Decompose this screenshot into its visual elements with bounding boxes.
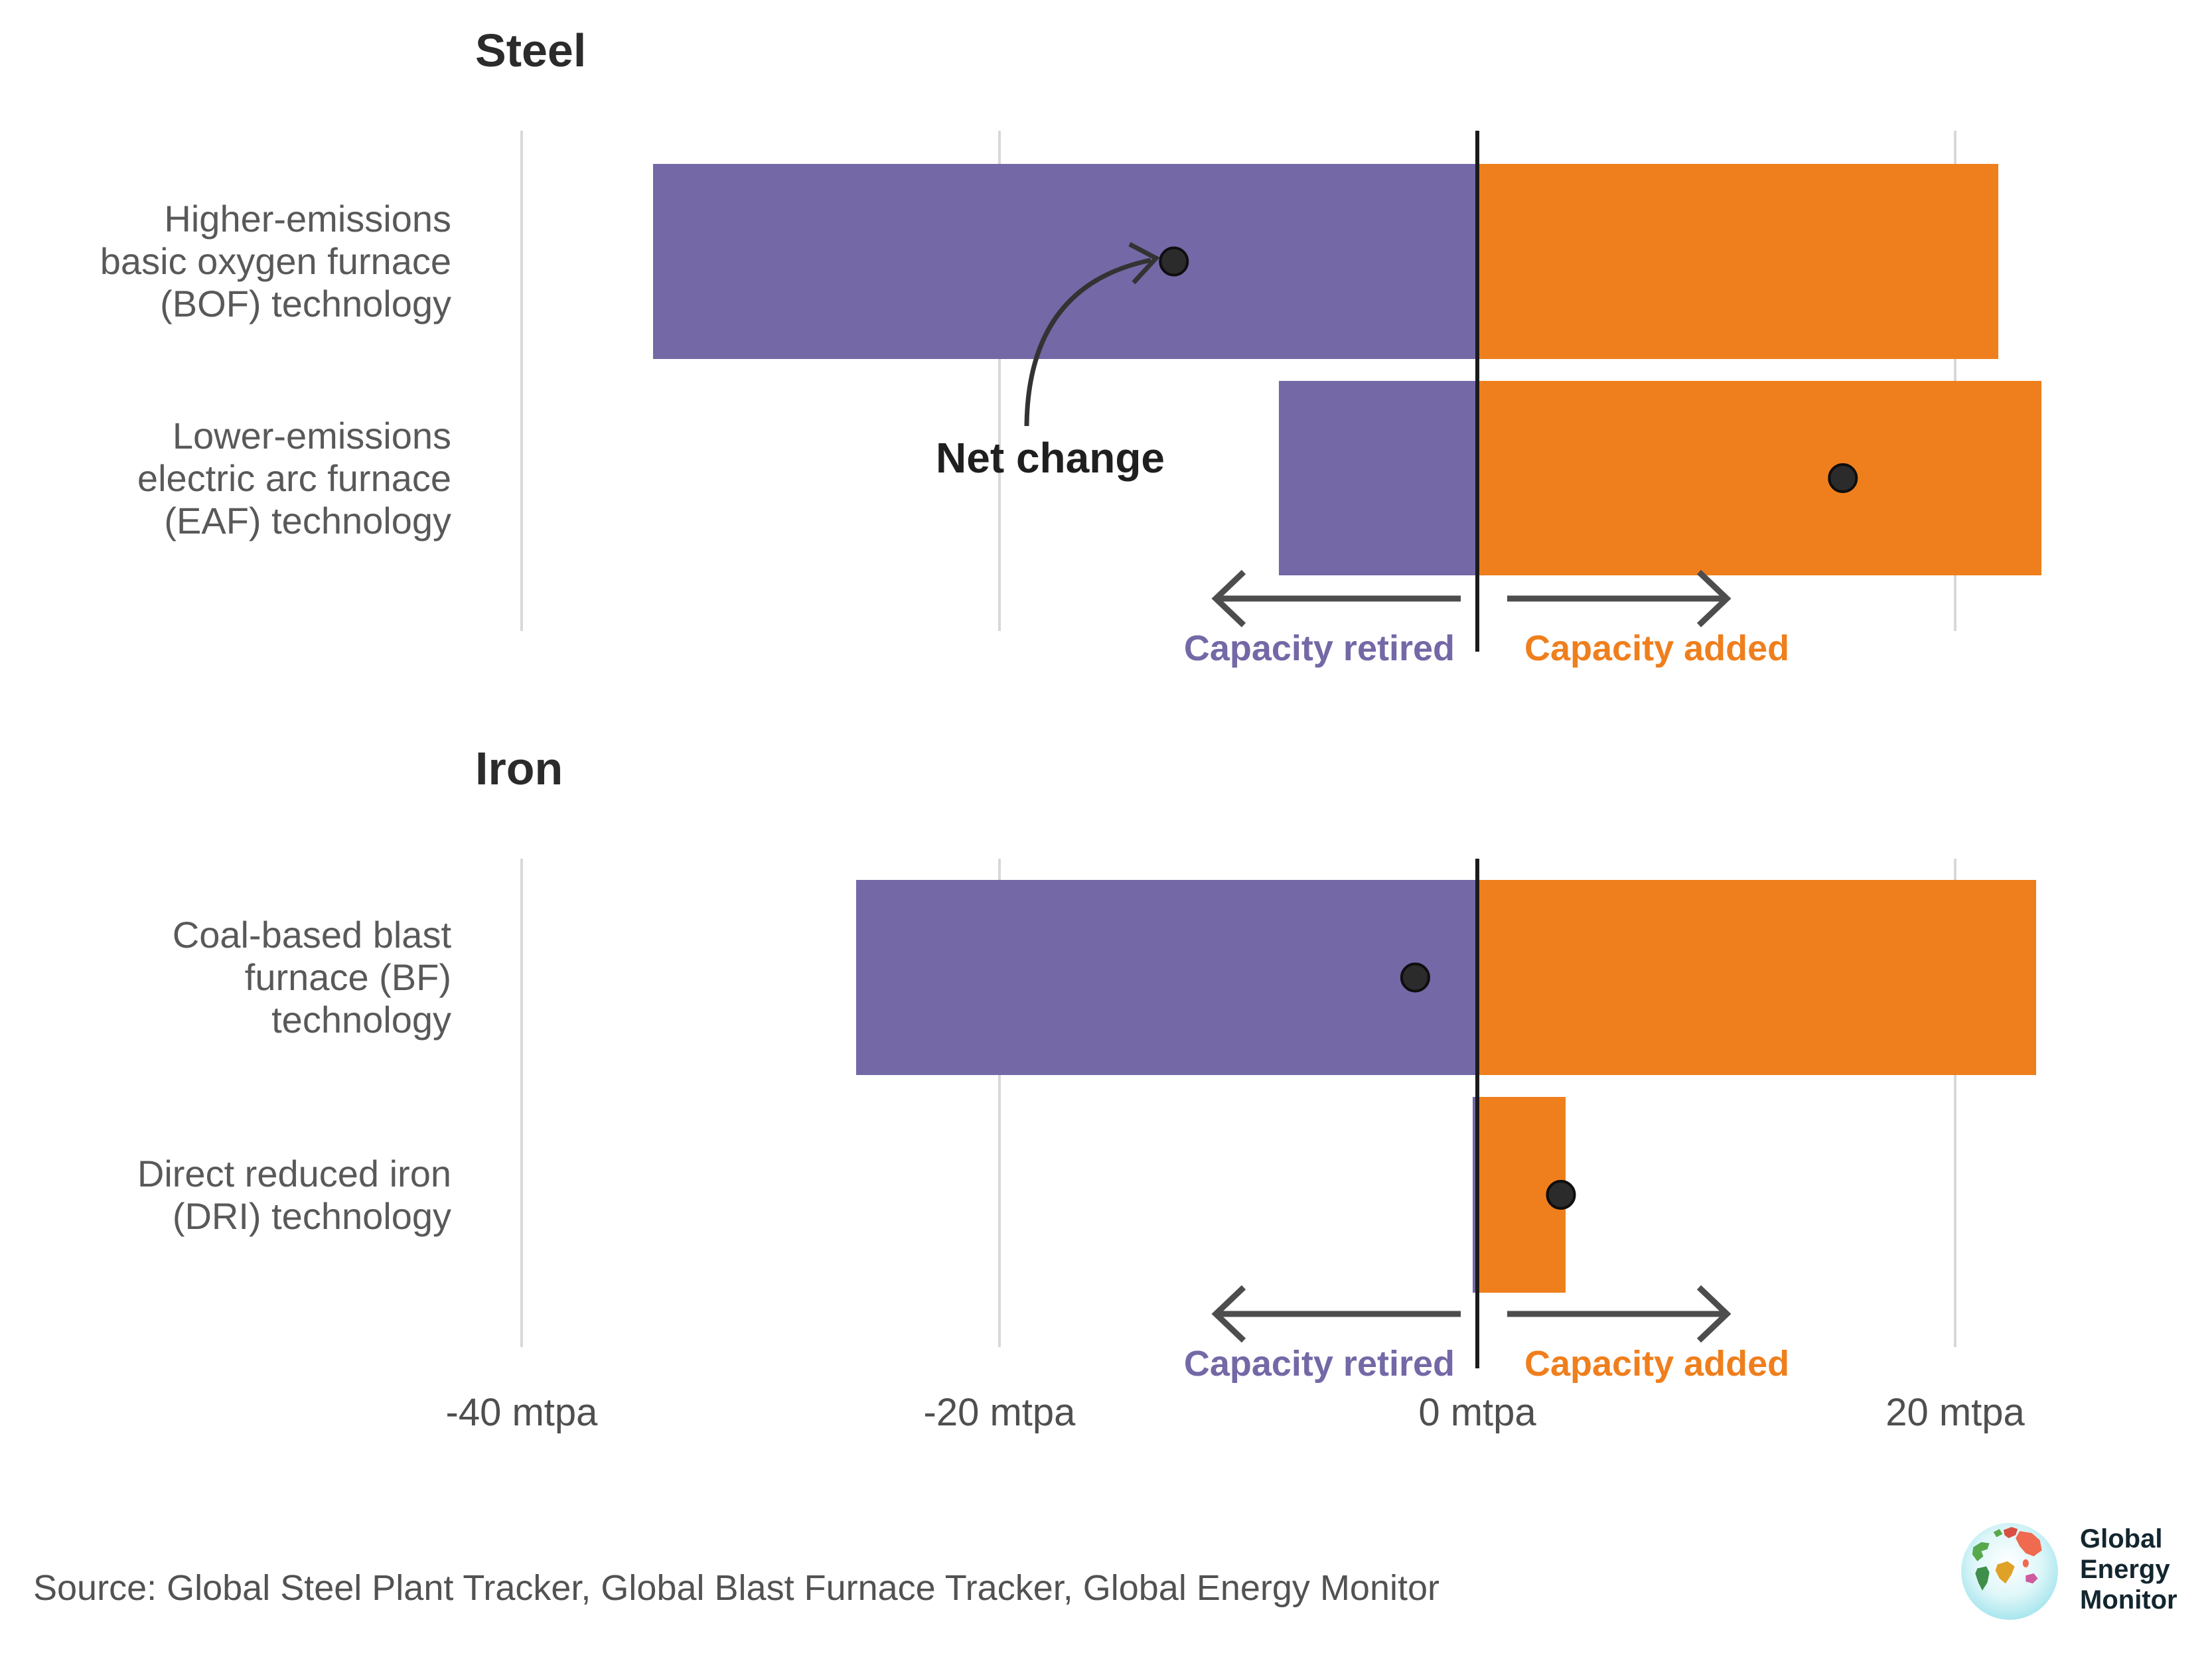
category-label-line: Coal-based blast — [172, 914, 451, 956]
bar-retired — [653, 164, 1477, 359]
bar-added — [1477, 1097, 1566, 1293]
gem-logo: Global Energy Monitor — [1959, 1520, 2177, 1623]
capacity-retired-label: Capacity retired — [1183, 628, 1455, 668]
axis-tick-label: -20 mtpa — [923, 1391, 1076, 1434]
net-change-annotation-label: Net change — [936, 434, 1165, 482]
bar-added — [1477, 164, 1998, 359]
category-label: Higher-emissions basic oxygen furnace (BOF… — [100, 198, 451, 325]
axis-tick-label: 0 mtpa — [1418, 1391, 1536, 1434]
capacity-added-label: Capacity added — [1524, 1344, 1790, 1384]
category-label-line: Higher-emissions — [164, 198, 451, 240]
zero-line — [1475, 131, 1479, 652]
capacity-retired-label: Capacity retired — [1183, 1344, 1455, 1384]
bar-added — [1477, 381, 2041, 575]
category-label-line: (DRI) technology — [172, 1194, 451, 1237]
arrow-left-head-icon — [1211, 1285, 1246, 1343]
category-label-line: basic oxygen furnace — [100, 240, 451, 282]
steel-section-title: Steel — [475, 25, 587, 76]
category-label-line: Direct reduced iron — [137, 1152, 451, 1194]
gridline--20-mtpa — [998, 859, 1001, 1347]
gem-logo-globe-icon — [1961, 1523, 2058, 1620]
capacity-added-label: Capacity added — [1524, 628, 1790, 668]
arrow-right-head-icon — [1696, 1285, 1732, 1343]
source-text: Source: Global Steel Plant Tracker, Glob… — [33, 1568, 1439, 1608]
bar-added — [1477, 880, 2037, 1075]
gridline-20-mtpa — [1954, 859, 1956, 1347]
category-label-line: technology — [271, 999, 451, 1041]
iron-section-title: Iron — [475, 743, 563, 794]
category-label-line: (BOF) technology — [160, 283, 451, 325]
gem-logo-text: Global Energy Monitor — [2080, 1520, 2177, 1615]
arrow-left-head-icon — [1211, 569, 1246, 628]
gem-logo-line1: Global — [2080, 1524, 2163, 1553]
zero-line — [1475, 859, 1479, 1368]
bar-retired — [1472, 1097, 1477, 1293]
gridline--20-mtpa — [998, 131, 1001, 631]
axis-tick-label: -40 mtpa — [445, 1391, 598, 1434]
gem-logo-line2: Energy — [2080, 1555, 2170, 1584]
gem-logo-line3: Monitor — [2080, 1585, 2177, 1615]
bar-retired — [856, 880, 1477, 1075]
category-label-line: (EAF) technology — [164, 499, 451, 541]
category-label-line: Lower-emissions — [172, 414, 451, 457]
gridline--40-mtpa — [520, 859, 523, 1347]
bar-retired — [1279, 381, 1477, 575]
category-label: Coal-based blast furnace (BF) technology — [173, 914, 451, 1041]
category-label-line: electric arc furnace — [137, 457, 451, 499]
category-label: Direct reduced iron (DRI) technology — [137, 1153, 451, 1238]
arrow-right-head-icon — [1696, 569, 1732, 628]
category-label: Lower-emissions electric arc furnace (EAF)… — [137, 415, 451, 542]
axis-tick-label: 20 mtpa — [1885, 1391, 2025, 1434]
gridline--40-mtpa — [520, 131, 523, 631]
category-label-line: furnace (BF) — [244, 956, 451, 998]
